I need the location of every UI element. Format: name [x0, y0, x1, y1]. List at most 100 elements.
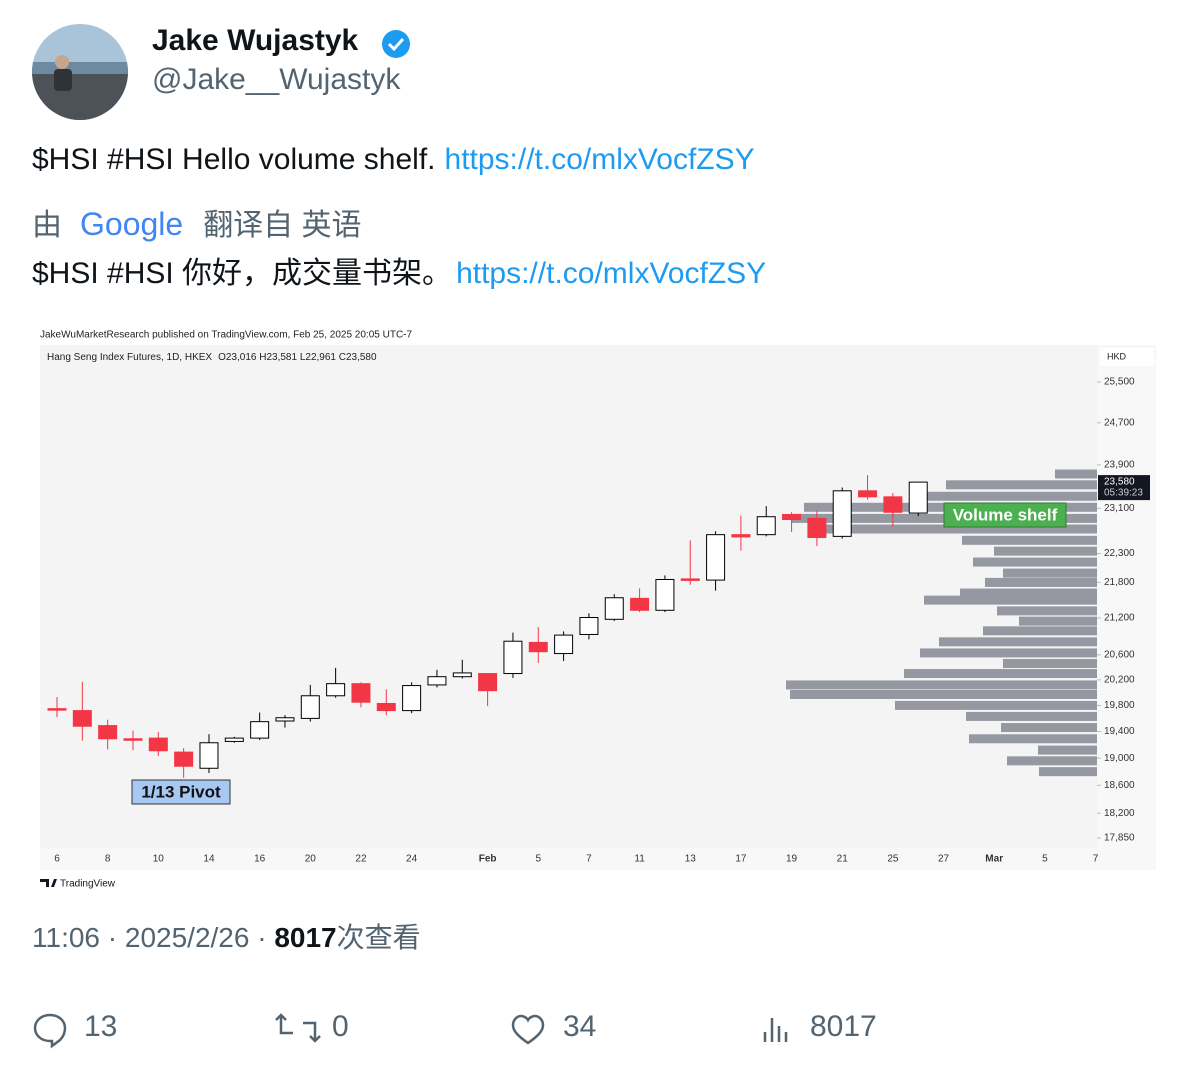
x-tick-label: 8 — [105, 854, 111, 865]
candle-body — [224, 737, 244, 742]
countdown: 05:39:23 — [1104, 488, 1143, 499]
volume-bar — [973, 557, 1097, 567]
currency: HKD — [1107, 351, 1127, 361]
chart-source: JakeWuMarketResearch published on Tradin… — [40, 330, 412, 341]
pivot-box — [131, 779, 231, 805]
reply-button[interactable] — [33, 1013, 67, 1049]
candle-body — [528, 641, 548, 653]
candle-body — [680, 578, 700, 581]
time-axis — [40, 848, 1097, 870]
y-tick-label: 23,100 — [1104, 503, 1135, 514]
x-tick-label: 21 — [837, 854, 849, 865]
volume-bar — [983, 626, 1097, 636]
translation-by: 由 — [32, 209, 62, 242]
chart-title: Hang Seng Index Futures, 1D, HKEX O23,016… — [47, 352, 377, 363]
y-tick-label: 22,300 — [1104, 548, 1135, 559]
views-count: 8017 — [810, 1010, 877, 1043]
x-tick-label: 14 — [203, 854, 215, 865]
volume-bar — [913, 491, 1097, 501]
last-price-label: 23,580 — [1104, 477, 1135, 488]
x-tick-label: 7 — [1093, 854, 1099, 865]
volume-bar — [1003, 568, 1097, 578]
retweet-count: 0 — [332, 1010, 349, 1043]
candle-body — [731, 534, 751, 538]
y-tick-label: 18,200 — [1104, 808, 1135, 819]
volume-bar — [997, 606, 1097, 616]
translation-text: $HSI #HSI 你好，成交量书架。 https://t.co/mlxVocfZ… — [32, 257, 766, 290]
translation-link[interactable]: https://t.co/mlxVocfZSY — [456, 257, 766, 290]
candle-body — [300, 695, 320, 719]
like-button[interactable] — [511, 1014, 545, 1045]
price-axis — [1097, 345, 1156, 870]
volume-bar — [962, 535, 1097, 545]
retweet-button[interactable] — [275, 1013, 321, 1043]
x-tick-label: 27 — [938, 854, 950, 865]
candle-body — [98, 725, 118, 740]
volume-bar — [904, 669, 1097, 679]
x-tick-label: 24 — [406, 854, 418, 865]
author-handle[interactable]: @Jake__Wujastyk — [152, 63, 401, 96]
volume-bar — [1003, 659, 1097, 669]
candle-body — [123, 738, 143, 741]
candle-body — [832, 490, 852, 537]
candle-body — [478, 673, 498, 692]
volume-bar — [1039, 767, 1097, 777]
volume-bar — [1001, 723, 1097, 733]
views-button[interactable] — [763, 1018, 788, 1042]
avatar[interactable] — [32, 24, 128, 120]
x-tick-label: 22 — [355, 854, 367, 865]
y-tick-label: 25,500 — [1104, 377, 1135, 388]
like-count: 34 — [563, 1010, 596, 1043]
candle-body — [47, 708, 67, 711]
chart: 1/13 Pivot Volume shelf — [47, 469, 1097, 805]
x-tick-label: 5 — [1042, 854, 1048, 865]
pivot-label: 1/13 Pivot — [141, 782, 221, 801]
y-tick-label: 23,900 — [1104, 460, 1135, 471]
candle-body — [72, 710, 92, 727]
author-name[interactable]: Jake Wujastyk — [152, 24, 359, 57]
volume-bar — [969, 734, 1097, 744]
candle-body — [275, 717, 295, 722]
volume-bar — [1007, 756, 1097, 766]
tweet-text: $HSI #HSI Hello volume shelf. https://t.c… — [32, 143, 755, 176]
x-tick-label: 10 — [153, 854, 165, 865]
x-tick-label: 6 — [54, 854, 60, 865]
translation-body: $HSI #HSI 你好，成交量书架。 — [32, 257, 452, 290]
candle-body — [452, 672, 472, 678]
candle-body — [782, 513, 802, 521]
volume-bar — [924, 595, 1097, 605]
volume-bar — [985, 577, 1097, 587]
y-tick-label: 20,200 — [1104, 674, 1135, 685]
volume-bar — [790, 689, 1097, 699]
translation-note: 由 Google 翻译自 英语 — [32, 206, 362, 242]
volume-bar — [920, 648, 1097, 658]
volume-bar — [939, 637, 1097, 647]
candle-body — [883, 496, 903, 513]
timestamp[interactable]: 11:06 · 2025/2/26 · — [32, 922, 274, 953]
tradingview-logo — [40, 879, 57, 887]
candle-body — [756, 516, 776, 536]
y-tick-label: 18,600 — [1104, 780, 1135, 791]
tradingview-brand: TradingView — [60, 879, 116, 890]
candle-body — [174, 751, 194, 767]
volume-bar — [1055, 469, 1097, 479]
candle-body — [630, 597, 650, 611]
volume-bar — [808, 524, 1097, 534]
x-tick-label: 11 — [634, 854, 645, 865]
volume-bar — [994, 546, 1097, 556]
x-tick-label: 5 — [535, 854, 541, 865]
candle-body — [706, 534, 726, 581]
candle-body — [807, 517, 827, 538]
candle-body — [503, 640, 523, 675]
volume-bar — [946, 480, 1097, 490]
x-tick-label: 19 — [786, 854, 798, 865]
tweet-link[interactable]: https://t.co/mlxVocfZSY — [445, 143, 755, 176]
volume-bar — [895, 700, 1097, 710]
ohlc-header: O23,016 H23,581 L22,961 C23,580 — [218, 352, 377, 363]
candle-body — [250, 721, 270, 739]
volume-bar — [1019, 616, 1097, 626]
candle-body — [554, 634, 574, 655]
candle-body — [858, 490, 878, 498]
x-tick-label: 16 — [254, 854, 266, 865]
